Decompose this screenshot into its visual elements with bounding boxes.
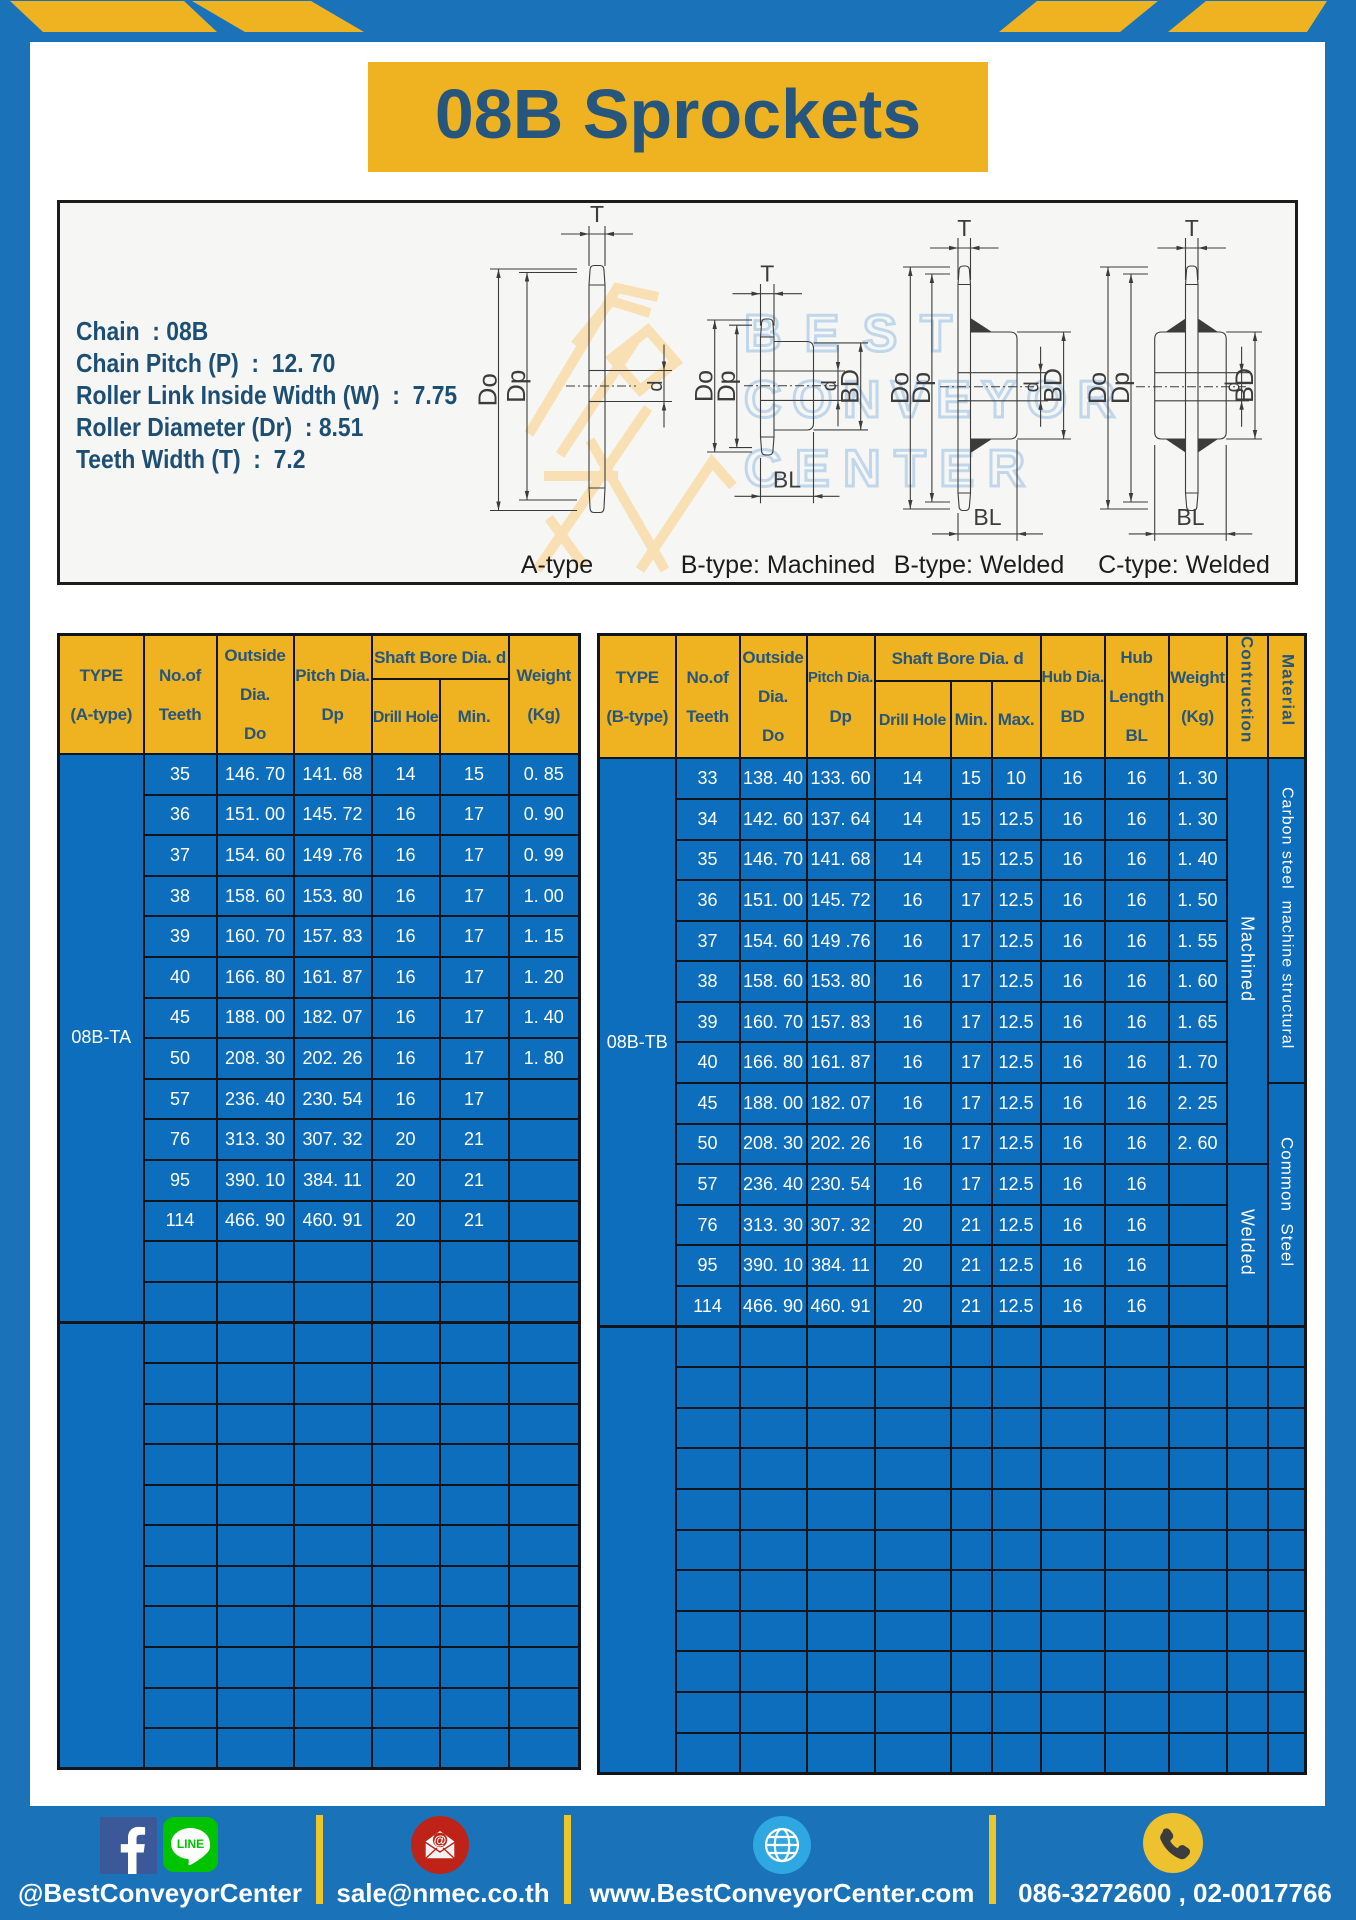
svg-text:BL: BL — [1176, 504, 1204, 530]
svg-text:B-type: Machined: B-type: Machined — [681, 551, 876, 579]
svg-text:BD: BD — [1231, 368, 1259, 403]
svg-text:Do: Do — [1084, 372, 1112, 404]
svg-text:BD: BD — [837, 369, 865, 404]
svg-text:BL: BL — [773, 466, 801, 492]
svg-text:Dp: Dp — [1107, 372, 1135, 404]
svg-text:d: d — [1223, 381, 1245, 392]
svg-text:CENTER: CENTER — [744, 440, 1039, 498]
svg-text:Do: Do — [886, 372, 914, 404]
svg-text:Do: Do — [473, 373, 503, 406]
svg-text:Do: Do — [691, 370, 719, 402]
svg-text:d: d — [1022, 381, 1044, 392]
svg-text:T: T — [590, 201, 604, 227]
svg-text:d: d — [645, 380, 667, 391]
svg-text:LINE: LINE — [177, 1837, 204, 1851]
svg-text:Dp: Dp — [908, 372, 936, 404]
svg-text:T: T — [760, 261, 774, 287]
svg-text:BD: BD — [1040, 368, 1068, 403]
svg-text:C-type: Welded: C-type: Welded — [1098, 551, 1270, 579]
svg-text:T: T — [957, 215, 971, 241]
svg-text:B-type: Welded: B-type: Welded — [894, 551, 1064, 579]
svg-text:Dp: Dp — [713, 370, 741, 402]
svg-text:A-type: A-type — [521, 551, 593, 579]
svg-text:Dp: Dp — [501, 370, 531, 403]
svg-text:BL: BL — [973, 504, 1001, 530]
svg-text:T: T — [1185, 215, 1199, 241]
svg-text:@: @ — [434, 1833, 447, 1848]
svg-text:d: d — [819, 380, 841, 391]
